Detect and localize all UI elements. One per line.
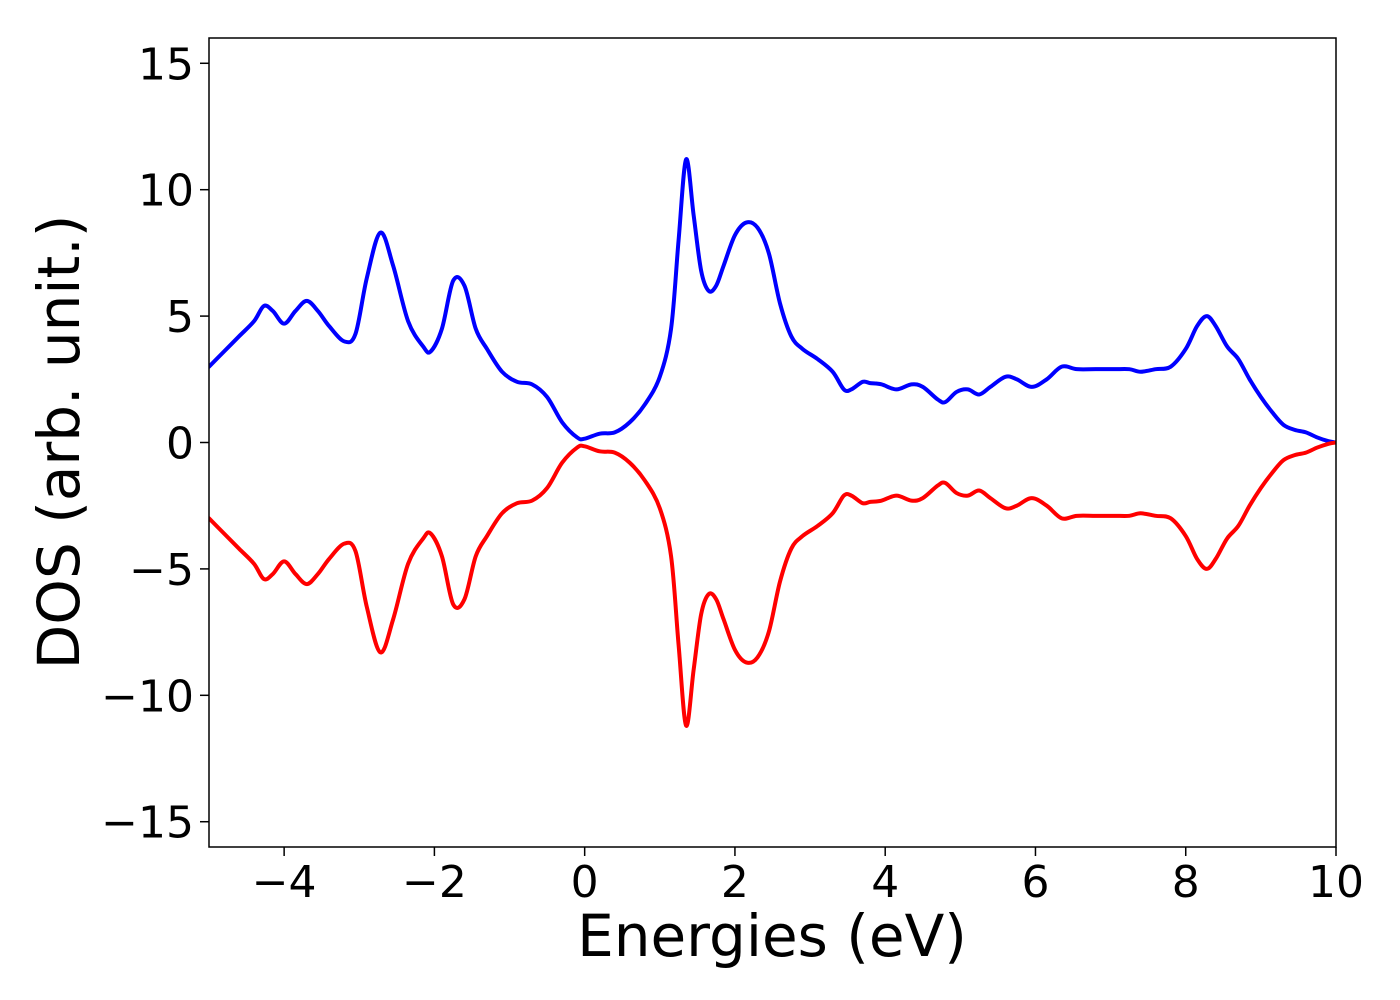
y-tick-label: 5 [166,292,194,343]
x-tick-label: 8 [1172,857,1200,908]
y-axis-label: DOS (arb. unit.) [25,215,93,670]
series-line-1 [209,157,1336,445]
x-tick-label: 4 [871,857,899,908]
x-axis-label: Energies (eV) [577,902,967,970]
y-tick-label: −15 [101,798,194,849]
y-tick-label: 15 [138,39,194,90]
y-tick-label: 10 [138,166,194,217]
x-tick-label: −4 [252,857,317,908]
y-tick-label: −10 [101,671,194,722]
y-tick-label: −5 [129,545,194,596]
x-tick-label: −2 [402,857,467,908]
y-tick-label: 0 [166,419,194,470]
x-tick-label: 6 [1021,857,1049,908]
x-tick-label: 10 [1308,857,1364,908]
series-line-2 [209,440,1336,728]
x-tick-label: 0 [571,857,599,908]
x-axis-ticks: −4 −2 0 2 4 6 8 10 [252,847,1364,908]
x-tick-label: 2 [721,857,749,908]
series-layer [209,157,1336,728]
y-axis-ticks: 15 10 5 0 −5 −10 −15 [101,39,209,849]
